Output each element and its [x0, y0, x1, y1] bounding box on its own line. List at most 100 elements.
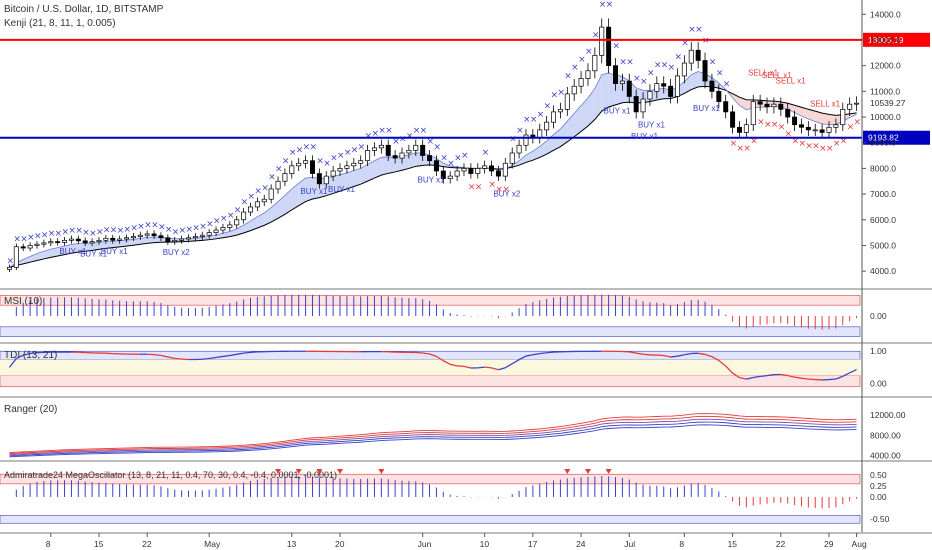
candle-body[interactable]	[172, 239, 178, 242]
candle-body[interactable]	[165, 237, 171, 242]
candle-body[interactable]	[303, 160, 309, 164]
candle-body[interactable]	[440, 170, 446, 180]
msi-pane[interactable]	[0, 294, 861, 337]
candle-body[interactable]	[62, 239, 68, 243]
candle-body[interactable]	[798, 124, 804, 128]
candle-body[interactable]	[413, 144, 419, 151]
candle-body[interactable]	[82, 240, 88, 244]
candle-body[interactable]	[613, 65, 618, 84]
tdi-pane[interactable]	[0, 350, 861, 388]
candle-body[interactable]	[427, 155, 433, 162]
candle-body[interactable]	[509, 152, 515, 164]
candle-body[interactable]	[475, 168, 481, 174]
candle-body[interactable]	[771, 103, 777, 108]
candle-body[interactable]	[743, 124, 749, 133]
candle-body[interactable]	[495, 170, 501, 177]
candle-body[interactable]	[578, 78, 584, 87]
candle-body[interactable]	[723, 101, 729, 113]
candle-body[interactable]	[585, 70, 591, 79]
candle-body[interactable]	[275, 180, 281, 190]
candle-body[interactable]	[854, 102, 860, 105]
candle-body[interactable]	[192, 236, 198, 239]
candle-body[interactable]	[406, 150, 412, 154]
candle-body[interactable]	[675, 75, 680, 97]
candle-body[interactable]	[482, 165, 488, 169]
candle-body[interactable]	[13, 246, 19, 268]
candle-body[interactable]	[75, 238, 81, 242]
candle-body[interactable]	[502, 162, 508, 177]
candle-body[interactable]	[282, 173, 288, 182]
candle-body[interactable]	[289, 165, 295, 174]
candle-body[interactable]	[681, 62, 687, 77]
candle-body[interactable]	[792, 116, 798, 126]
candle-body[interactable]	[640, 98, 646, 113]
candle-body[interactable]	[516, 144, 522, 154]
candle-body[interactable]	[96, 239, 102, 242]
candle-body[interactable]	[571, 85, 577, 95]
candle-body[interactable]	[606, 26, 612, 67]
ranger-pane[interactable]	[9, 413, 857, 458]
candle-body[interactable]	[110, 237, 116, 241]
candle-body[interactable]	[757, 101, 763, 105]
candle-body[interactable]	[337, 168, 343, 172]
candle-body[interactable]	[544, 121, 550, 131]
candle-body[interactable]	[89, 241, 95, 244]
candle-body[interactable]	[137, 234, 143, 237]
candle-body[interactable]	[351, 162, 357, 167]
candle-body[interactable]	[551, 111, 557, 123]
candle-body[interactable]	[378, 144, 384, 149]
candle-body[interactable]	[785, 108, 791, 118]
candle-body[interactable]	[158, 235, 164, 239]
candle-body[interactable]	[227, 224, 233, 228]
candle-body[interactable]	[234, 219, 240, 226]
candle-body[interactable]	[248, 206, 253, 213]
candle-body[interactable]	[633, 96, 639, 113]
candle-body[interactable]	[447, 175, 453, 180]
candle-body[interactable]	[117, 238, 123, 241]
candle-body[interactable]	[179, 238, 185, 241]
candle-body[interactable]	[309, 160, 315, 174]
candle-body[interactable]	[647, 90, 653, 100]
candle-body[interactable]	[199, 234, 205, 237]
candle-body[interactable]	[592, 55, 598, 72]
candle-body[interactable]	[48, 241, 54, 244]
candle-body[interactable]	[68, 238, 74, 241]
candle-body[interactable]	[688, 49, 694, 64]
candle-body[interactable]	[20, 246, 26, 249]
candle-body[interactable]	[716, 90, 722, 102]
candle-body[interactable]	[358, 160, 364, 164]
candle-body[interactable]	[261, 198, 267, 203]
candle-body[interactable]	[365, 150, 371, 162]
candle-body[interactable]	[709, 80, 715, 92]
candle-body[interactable]	[461, 168, 467, 172]
candle-body[interactable]	[371, 147, 377, 151]
price-pane[interactable]: ×× × × × × × × × × × × × × × × × × × × × × × × × × × × × × × × ××××× ×××…	[0, 0, 930, 273]
candle-body[interactable]	[55, 241, 61, 243]
candle-body[interactable]	[702, 60, 708, 82]
candle-body[interactable]	[523, 134, 529, 146]
candle-body[interactable]	[833, 124, 839, 128]
candle-body[interactable]	[220, 227, 226, 231]
candle-body[interactable]	[564, 93, 570, 110]
mega-oscillator-pane[interactable]	[0, 468, 861, 524]
candle-body[interactable]	[206, 232, 212, 236]
candle-body[interactable]	[385, 144, 391, 156]
candle-body[interactable]	[819, 129, 825, 133]
candle-body[interactable]	[144, 233, 150, 236]
candle-body[interactable]	[537, 129, 543, 138]
candle-body[interactable]	[316, 173, 322, 185]
candle-body[interactable]	[296, 162, 302, 167]
candle-body[interactable]	[420, 144, 426, 156]
candle-body[interactable]	[130, 236, 136, 239]
candle-body[interactable]	[124, 237, 130, 240]
candle-body[interactable]	[619, 80, 625, 84]
candle-body[interactable]	[103, 237, 109, 241]
candle-body[interactable]	[399, 152, 405, 159]
candle-body[interactable]	[468, 168, 474, 174]
candle-body[interactable]	[254, 201, 260, 208]
candle-body[interactable]	[268, 188, 274, 200]
candle-body[interactable]	[392, 155, 398, 159]
candle-body[interactable]	[730, 111, 736, 128]
candle-body[interactable]	[805, 126, 811, 131]
candle-body[interactable]	[668, 85, 674, 97]
